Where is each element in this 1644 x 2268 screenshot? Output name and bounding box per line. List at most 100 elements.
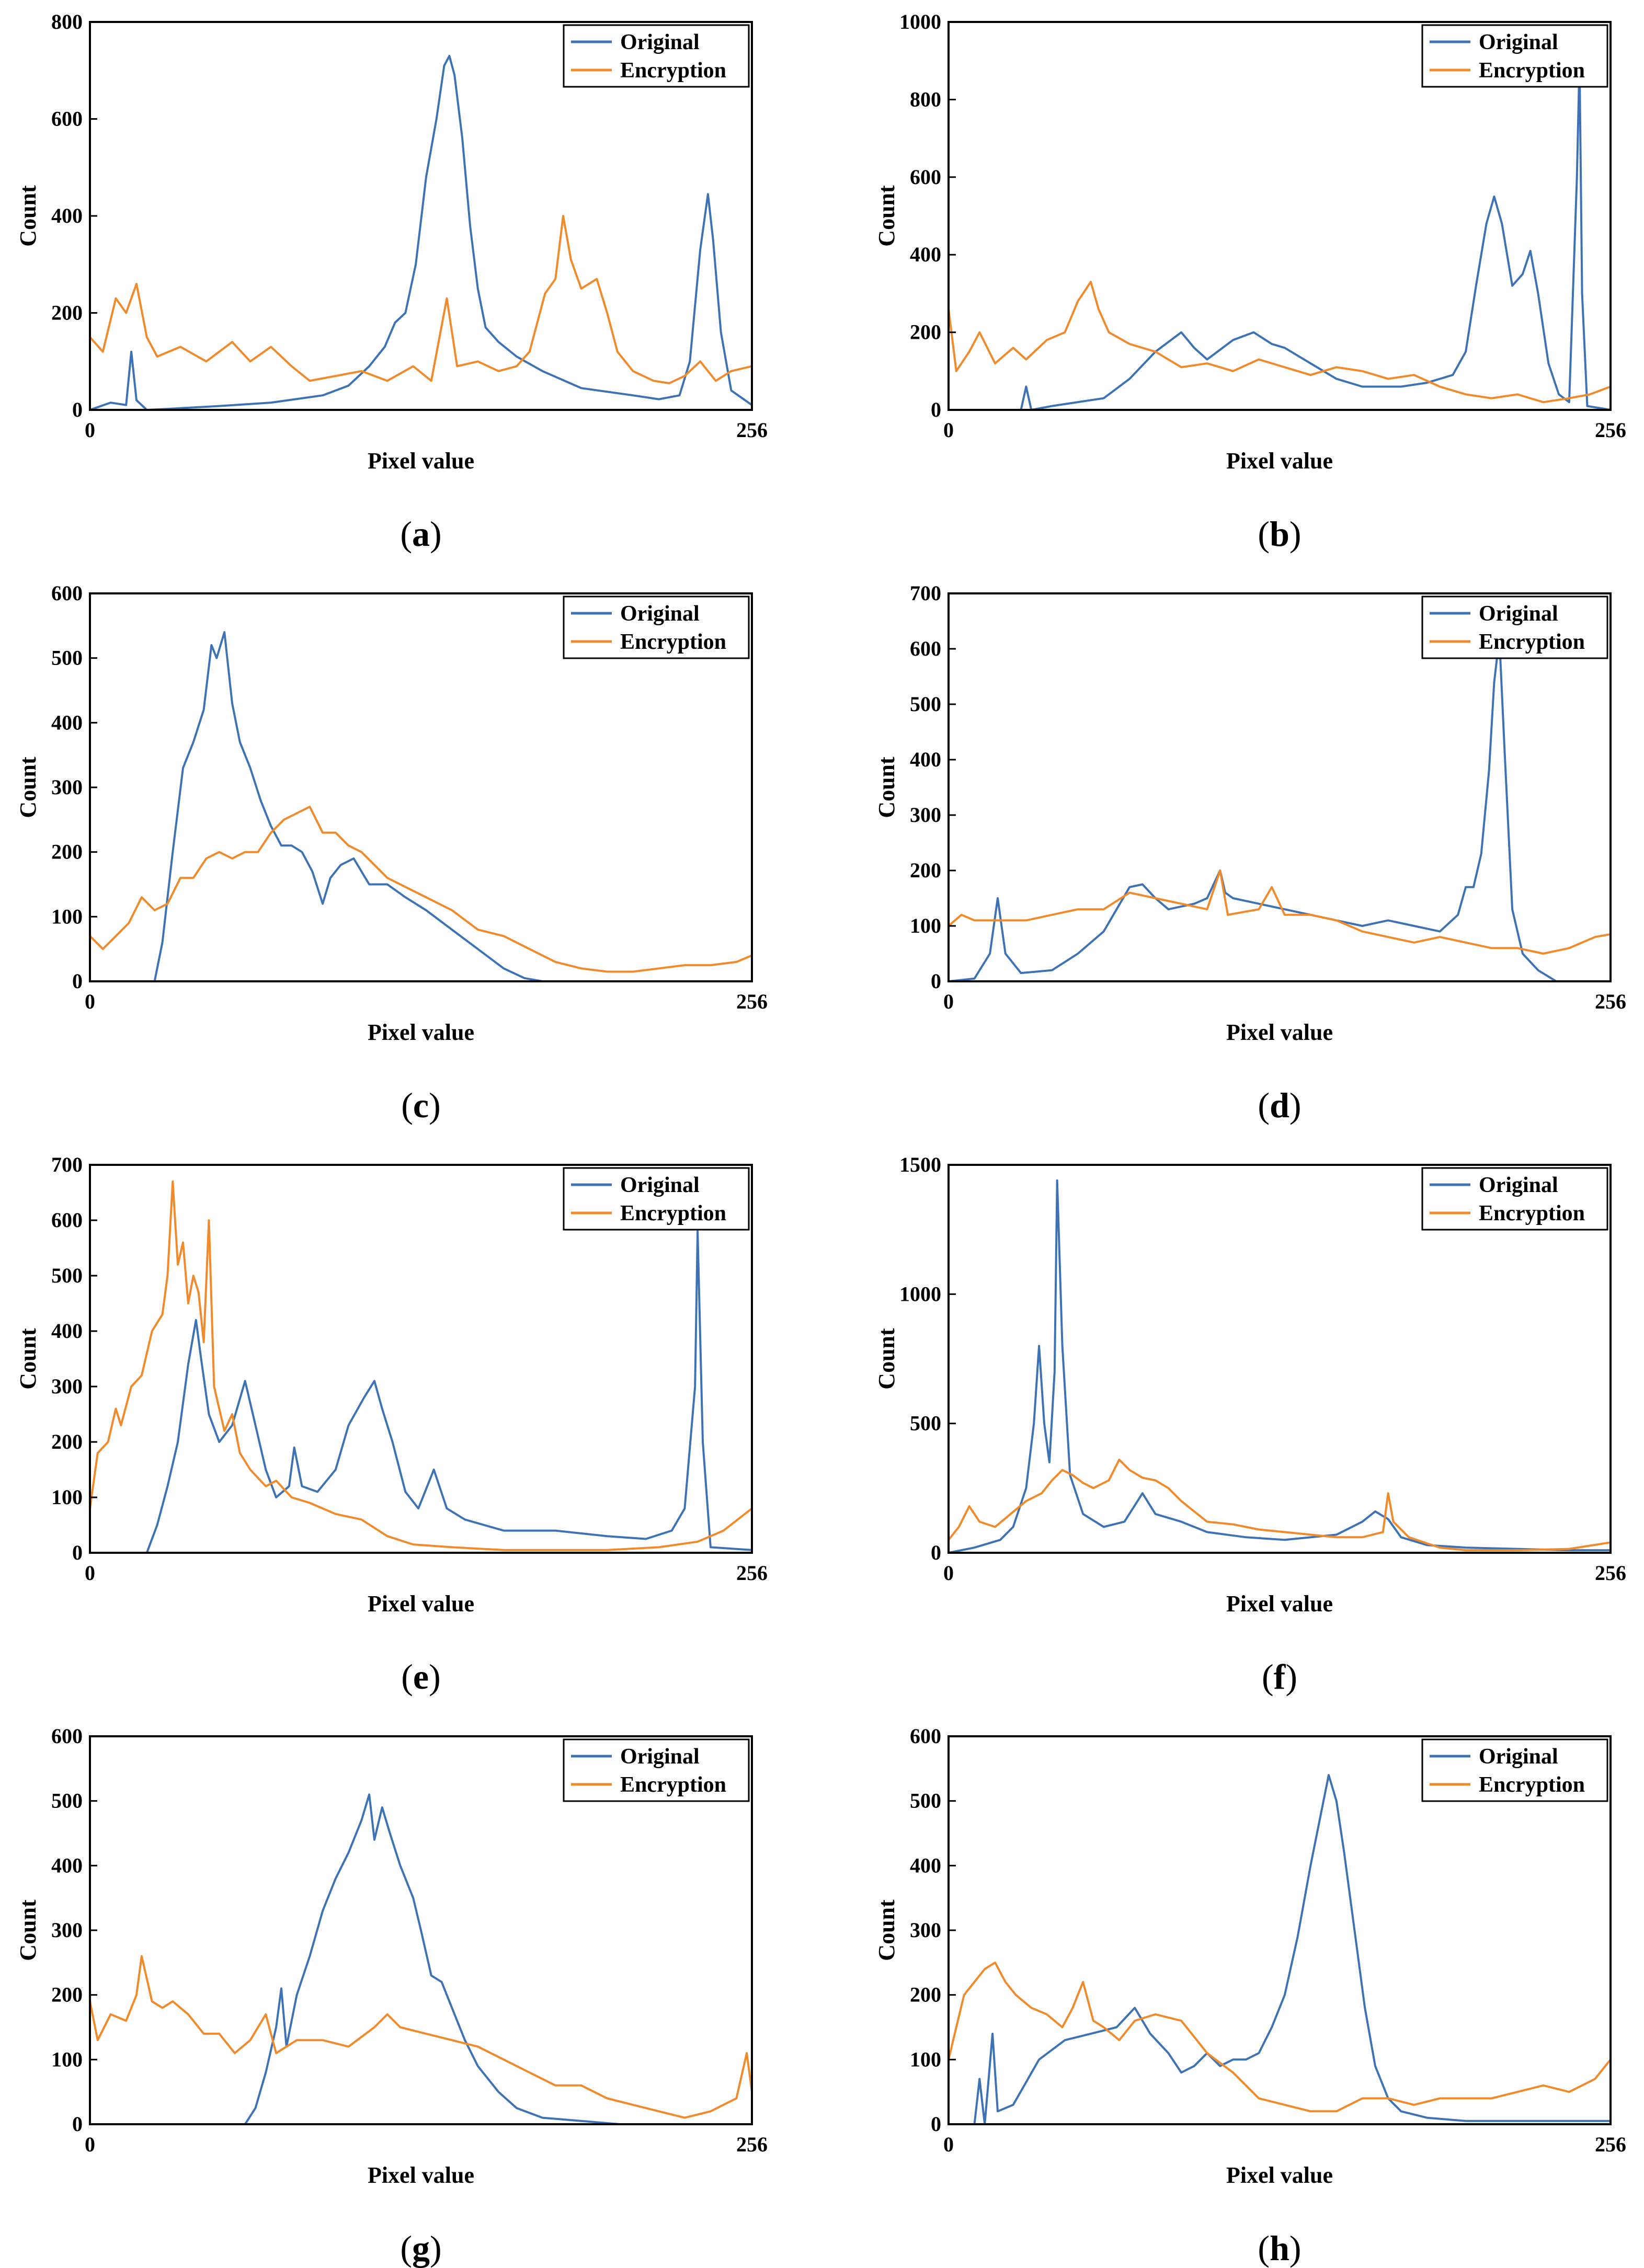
plot-frame — [947, 1164, 1612, 1554]
y-tick-label: 400 — [51, 711, 83, 734]
y-tick-label: 100 — [910, 2047, 941, 2071]
chart-panel-a: 0 200 400 600 800 0 256 Pixel value Count Origina… — [15, 10, 768, 554]
series-line-original — [949, 1774, 1611, 2125]
y-tick-label: 200 — [51, 1983, 83, 2007]
y-tick-label: 0 — [931, 1541, 941, 1564]
series-line-encryption — [89, 215, 752, 384]
y-tick-label: 500 — [910, 1412, 941, 1435]
legend-label-original: Original — [1479, 1173, 1558, 1197]
legend-label-encryption: Encryption — [1479, 1201, 1585, 1225]
y-tick-label: 400 — [910, 748, 941, 771]
x-tick-label: 0 — [943, 418, 954, 442]
caption-letter: c — [413, 1085, 429, 1125]
y-tick-label: 600 — [51, 1724, 83, 1748]
series-line-original — [90, 631, 752, 982]
chart-panel-e: 0 100 200 300 400 500 600 700 0 256 Pixel value Cou… — [15, 1153, 768, 1697]
y-axis-title: Count — [874, 1899, 899, 1961]
series-line-encryption — [947, 1458, 1611, 1552]
y-tick-label: 200 — [910, 320, 941, 344]
y-tick-label: 600 — [51, 581, 83, 605]
x-axis-title: Pixel value — [1226, 448, 1333, 474]
y-tick-label: 800 — [51, 10, 83, 33]
caption-letter: f — [1274, 1657, 1286, 1697]
x-axis-title: Pixel value — [368, 1591, 474, 1617]
legend-box — [1421, 595, 1608, 659]
y-tick-label: 0 — [72, 1541, 83, 1564]
plot-frame — [947, 21, 1612, 411]
y-tick-label: 100 — [51, 1485, 83, 1509]
legend-label-encryption: Encryption — [620, 1773, 726, 1797]
legend: Original Encryption — [563, 24, 750, 88]
y-axis-title: Count — [15, 1899, 41, 1961]
chart-panel-c: 0 100 200 300 400 500 600 0 256 Pixel value Count O… — [15, 581, 768, 1125]
caption-letter: a — [412, 514, 430, 554]
x-axis-title: Pixel value — [1226, 1591, 1333, 1617]
series-line-encryption — [947, 1961, 1612, 2113]
y-tick-label: 200 — [910, 858, 941, 882]
caption-paren-close: ) — [1289, 1085, 1302, 1125]
legend-label-original: Original — [620, 30, 700, 54]
y-tick-label: 600 — [910, 165, 941, 189]
legend-label-encryption: Encryption — [1479, 1773, 1585, 1797]
y-tick-label: 500 — [51, 646, 83, 670]
legend-box — [563, 1167, 750, 1231]
series-line-encryption — [89, 806, 752, 973]
panel-caption: (h) — [1258, 2228, 1301, 2268]
panel-caption: (e) — [401, 1657, 441, 1697]
y-tick-label: 0 — [931, 398, 941, 421]
y-axis-title: Count — [874, 1328, 899, 1390]
panel-caption: (b) — [1258, 514, 1301, 554]
y-axis-title: Count — [874, 757, 899, 818]
caption-paren-close: ) — [429, 1657, 441, 1697]
x-tick-label: 0 — [85, 2133, 95, 2156]
caption-letter: h — [1270, 2228, 1289, 2268]
y-tick-label: 400 — [51, 204, 83, 227]
y-tick-label: 200 — [51, 1430, 83, 1453]
y-tick-label: 0 — [72, 969, 83, 993]
legend-label-encryption: Encryption — [620, 630, 726, 654]
x-tick-label: 0 — [85, 418, 95, 442]
y-tick-label: 500 — [51, 1789, 83, 1813]
caption-paren-close: ) — [429, 1085, 441, 1125]
y-tick-label: 200 — [51, 301, 83, 325]
caption-paren-close: ) — [1285, 1657, 1297, 1697]
panel-caption: (c) — [401, 1085, 441, 1125]
y-tick-label: 300 — [910, 1918, 941, 1942]
y-tick-label: 600 — [51, 1208, 83, 1232]
y-tick-label: 100 — [51, 2047, 83, 2071]
y-tick-label: 300 — [51, 775, 83, 799]
x-tick-label: 0 — [943, 990, 954, 1013]
y-tick-label: 600 — [910, 1724, 941, 1748]
y-tick-label: 400 — [51, 1319, 83, 1343]
caption-paren-close: ) — [1289, 2228, 1302, 2268]
panel-caption: (f) — [1262, 1657, 1297, 1697]
x-tick-label: 0 — [943, 1561, 954, 1585]
legend-box — [1421, 1738, 1608, 1802]
y-tick-label: 500 — [910, 1789, 941, 1813]
caption-paren-open: ( — [1258, 1085, 1270, 1125]
y-tick-label: 300 — [51, 1374, 83, 1398]
caption-paren-open: ( — [401, 1085, 413, 1125]
y-axis-title: Count — [15, 1328, 41, 1390]
legend: Original Encryption — [1421, 1167, 1608, 1231]
y-tick-label: 400 — [910, 243, 941, 266]
caption-paren-open: ( — [1258, 2228, 1270, 2268]
y-tick-label: 1500 — [899, 1153, 941, 1176]
y-axis-title: Count — [15, 757, 41, 818]
x-tick-label: 256 — [1595, 418, 1626, 442]
y-tick-label: 200 — [910, 1983, 941, 2007]
x-tick-label: 0 — [943, 2133, 954, 2156]
y-tick-label: 800 — [910, 87, 941, 111]
chart-panel-h: 0 100 200 300 400 500 600 0 256 Pixel value Count O… — [874, 1724, 1626, 2268]
y-axis-title: Count — [15, 185, 41, 247]
caption-paren-open: ( — [401, 1657, 413, 1697]
x-tick-label: 256 — [736, 418, 768, 442]
y-tick-label: 600 — [51, 107, 83, 131]
x-axis-title: Pixel value — [1226, 2162, 1333, 2188]
series-line-encryption — [89, 1955, 753, 2119]
x-tick-label: 256 — [1595, 2133, 1626, 2156]
series-line-encryption — [947, 869, 1611, 955]
legend: Original Encryption — [563, 1167, 750, 1231]
series-line-encryption — [89, 1180, 753, 1551]
